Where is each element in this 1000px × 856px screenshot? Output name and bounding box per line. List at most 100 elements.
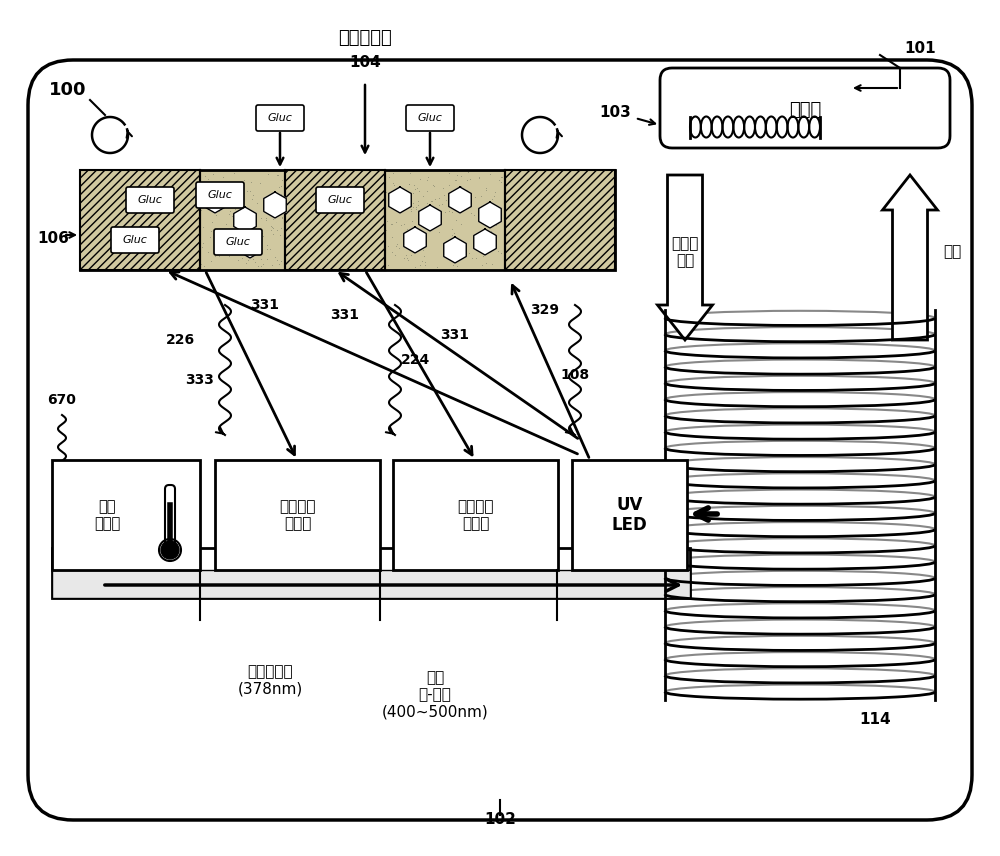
- Point: [361, 176, 377, 190]
- Point: [461, 199, 477, 212]
- Point: [249, 196, 265, 210]
- Point: [285, 188, 301, 202]
- Point: [458, 194, 474, 208]
- Point: [136, 240, 152, 253]
- Point: [412, 259, 428, 272]
- Point: [274, 211, 290, 224]
- Point: [149, 247, 165, 260]
- Text: UV
LED: UV LED: [612, 496, 647, 534]
- Point: [77, 237, 93, 251]
- Point: [363, 208, 379, 222]
- Point: [313, 254, 329, 268]
- Point: [437, 236, 453, 250]
- Text: 331: 331: [330, 308, 360, 322]
- Point: [560, 230, 576, 244]
- Point: [396, 217, 412, 230]
- Point: [458, 199, 474, 213]
- Point: [352, 235, 368, 249]
- Point: [511, 203, 527, 217]
- Point: [218, 247, 234, 260]
- Point: [244, 192, 260, 205]
- Point: [503, 178, 519, 192]
- Point: [471, 206, 487, 220]
- Point: [365, 240, 381, 253]
- Point: [553, 259, 569, 272]
- Text: Gluc: Gluc: [226, 237, 250, 247]
- Point: [173, 170, 189, 184]
- Point: [136, 240, 152, 253]
- Point: [283, 180, 299, 193]
- Point: [111, 202, 127, 216]
- Point: [241, 244, 257, 258]
- Point: [415, 243, 431, 257]
- Point: [456, 203, 472, 217]
- FancyBboxPatch shape: [80, 170, 615, 270]
- Point: [572, 255, 588, 269]
- Point: [518, 205, 534, 218]
- Point: [533, 213, 549, 227]
- Point: [552, 235, 568, 249]
- Point: [447, 174, 463, 187]
- Point: [265, 227, 281, 241]
- Point: [223, 228, 239, 241]
- Point: [254, 227, 270, 241]
- Point: [93, 199, 109, 213]
- Point: [99, 217, 115, 231]
- Point: [189, 243, 205, 257]
- Point: [526, 171, 542, 185]
- Point: [300, 225, 316, 239]
- Point: [247, 244, 263, 258]
- Point: [259, 253, 275, 266]
- Point: [463, 205, 479, 219]
- Text: 温度
传感器: 温度 传感器: [94, 499, 120, 532]
- Point: [372, 192, 388, 205]
- Point: [184, 180, 200, 193]
- Point: [350, 165, 366, 179]
- Point: [178, 260, 194, 274]
- Point: [571, 187, 587, 201]
- Point: [249, 236, 265, 250]
- Point: [98, 253, 114, 266]
- Point: [369, 165, 385, 179]
- Point: [302, 168, 318, 181]
- Text: 指示物分子: 指示物分子: [338, 29, 392, 47]
- Point: [273, 221, 289, 235]
- Point: [530, 168, 546, 181]
- FancyBboxPatch shape: [52, 570, 690, 598]
- Point: [79, 198, 95, 211]
- Point: [577, 193, 593, 206]
- Point: [424, 194, 440, 208]
- Point: [342, 259, 358, 273]
- Point: [571, 213, 587, 227]
- Point: [208, 178, 224, 192]
- Point: [271, 201, 287, 215]
- Point: [122, 220, 138, 234]
- Point: [133, 205, 149, 218]
- Point: [319, 216, 335, 229]
- Point: [84, 192, 100, 205]
- Point: [336, 250, 352, 264]
- Point: [93, 217, 109, 230]
- Point: [205, 196, 221, 210]
- Point: [590, 205, 606, 219]
- Point: [407, 235, 423, 249]
- Point: [368, 166, 384, 180]
- Point: [420, 170, 436, 184]
- Point: [540, 254, 556, 268]
- Point: [244, 220, 260, 234]
- Point: [318, 246, 334, 259]
- Point: [384, 229, 400, 243]
- Point: [335, 182, 351, 196]
- Point: [157, 235, 173, 249]
- Point: [460, 166, 476, 180]
- Point: [246, 238, 262, 252]
- Point: [145, 175, 161, 188]
- Text: Gluc: Gluc: [268, 113, 292, 123]
- Point: [350, 166, 366, 180]
- Point: [498, 251, 514, 265]
- Point: [226, 166, 242, 180]
- Point: [85, 167, 101, 181]
- Point: [501, 171, 517, 185]
- Point: [306, 174, 322, 187]
- Point: [431, 225, 447, 239]
